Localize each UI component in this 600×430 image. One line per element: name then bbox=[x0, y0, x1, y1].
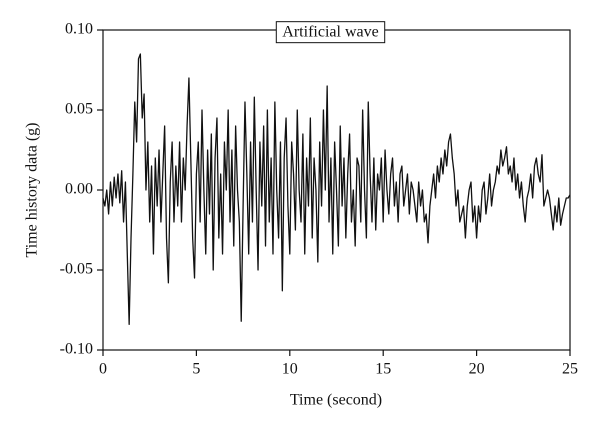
x-tick-label: 25 bbox=[562, 361, 578, 378]
x-tick-label: 5 bbox=[192, 361, 200, 378]
y-axis-label: Time history data (g) bbox=[24, 123, 41, 258]
y-tick-label: 0.00 bbox=[65, 181, 93, 198]
y-tick-label: -0.10 bbox=[60, 341, 93, 358]
x-tick-label: 15 bbox=[375, 361, 391, 378]
legend-box bbox=[275, 21, 386, 44]
x-tick-label: 10 bbox=[282, 361, 298, 378]
legend-label: Artificial wave bbox=[282, 24, 378, 41]
x-tick-label: 0 bbox=[99, 361, 107, 378]
data-line bbox=[102, 53, 571, 326]
y-tick-label: 0.10 bbox=[65, 21, 93, 38]
x-axis-label: Time (second) bbox=[290, 392, 382, 409]
y-tick-label: -0.05 bbox=[60, 261, 93, 278]
y-tick-label: 0.05 bbox=[65, 101, 93, 118]
x-tick-label: 20 bbox=[469, 361, 485, 378]
